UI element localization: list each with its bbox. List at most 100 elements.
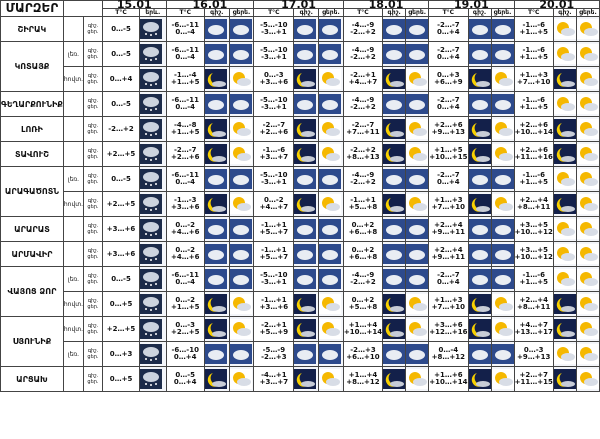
temperature-cell: 0…-5	[101, 266, 141, 292]
weather-icon-cell	[490, 66, 515, 92]
cloud-icon	[491, 344, 514, 364]
weather-icon-cell	[318, 366, 344, 392]
temperature-cell: -2…+2 +8…+13	[342, 141, 384, 167]
cloud-icon	[468, 169, 491, 189]
weather-icon-cell	[467, 191, 492, 217]
moon-icon	[383, 294, 406, 314]
period-label: գիշ. ցեր.	[83, 116, 103, 142]
weather-icon-cell	[382, 66, 407, 92]
weather-icon-cell	[552, 116, 577, 142]
period-label: գիշ. ցեր.	[83, 191, 103, 217]
weather-icon-cell	[575, 191, 600, 217]
sun-icon	[576, 244, 599, 264]
period-label: գիշ. ցեր.	[83, 316, 103, 342]
weather-icon-cell	[139, 16, 167, 42]
cloud-icon	[204, 344, 227, 364]
weather-icon-cell	[203, 266, 230, 292]
temperature-cell: 0…-2 +1…+5	[165, 291, 205, 317]
temperature-cell: -1…-6 +1…+5	[513, 91, 554, 117]
sun-icon	[406, 319, 429, 339]
sun-icon	[229, 319, 252, 339]
cloud-icon	[468, 44, 491, 64]
period-label: գիշ. ցեր.	[83, 266, 103, 292]
weather-icon-cell	[552, 166, 577, 192]
temperature-cell: +1…+5 +10…+15	[428, 141, 469, 167]
temperature-cell: +1…+4 +8…+12	[342, 366, 384, 392]
period-label: գիշ. ցեր.	[83, 216, 103, 242]
weather-icon-cell	[382, 241, 407, 267]
weather-icon-cell	[228, 216, 255, 242]
weather-icon-cell	[405, 216, 430, 242]
weather-icon-cell	[139, 166, 167, 192]
snow-icon	[140, 219, 163, 239]
temperature-cell: 0…-3 +9…+13	[513, 341, 554, 367]
weather-icon-cell	[139, 116, 167, 142]
sun-icon	[319, 194, 342, 214]
zone-label: լեռ.	[62, 41, 85, 67]
region-name: ԱՐՑԱԽ	[0, 366, 64, 392]
temperature-cell: +2…+6 +9…+13	[428, 116, 469, 142]
weather-icon-cell	[490, 291, 515, 317]
weather-icon-cell	[203, 366, 230, 392]
cloud-icon	[406, 344, 429, 364]
moon-icon	[204, 319, 227, 339]
table-row: ԿՈՏԱՅՔ լեռ. գիշ. ցեր. 0…-5 -6…-11 0…-4 -5…-10 -3…	[0, 41, 600, 92]
weather-icon-cell	[490, 41, 515, 67]
temperature-cell: -1…-6 +1…+5	[513, 16, 554, 42]
cloud-icon	[229, 219, 252, 239]
table-row: ՎԱՅՈՑ ՁՈՐ լեռ. գիշ. ցեր. 0…-5 -6…-11 0…-4 -5…-1…	[0, 266, 600, 317]
weather-icon-cell	[382, 41, 407, 67]
table-row: ԳԵՂԱՐՔՈՒՆԻՔ գիշ. ցեր. 0…-5 -6…-11 0…-4 -5…-10-…	[0, 91, 600, 117]
cloud-icon	[204, 19, 227, 39]
weather-icon-cell	[318, 116, 344, 142]
sun-icon	[576, 344, 599, 364]
sun-icon	[229, 194, 252, 214]
sun-icon	[553, 244, 576, 264]
weather-icon-cell	[318, 191, 344, 217]
snow-icon	[140, 19, 163, 39]
temperature-cell: -4…-8 +1…+5	[165, 116, 205, 142]
weather-icon-cell	[552, 291, 577, 317]
date-20.01: 20.01	[513, 0, 600, 10]
weather-icon-cell	[575, 266, 600, 292]
weather-icon-cell	[405, 266, 430, 292]
sun-icon	[553, 344, 576, 364]
moon-icon	[204, 194, 227, 214]
cloud-icon	[383, 94, 406, 114]
forecast-table: ՄԱՐԶԵՐ 15.01 16.01 17.01 18.01 19.01 20.01 T°C ե…	[0, 0, 600, 392]
weather-icon-cell	[490, 241, 515, 267]
weather-icon-cell	[467, 141, 492, 167]
weather-icon-cell	[552, 191, 577, 217]
temperature-cell: +2…+7 +11…+15	[513, 366, 554, 392]
temperature-cell: 0…-2 +4…+7	[253, 191, 295, 217]
region-name: ՍՅՈՒՆԻՔ	[0, 316, 64, 367]
temperature-cell: -1…-6 +3…+7	[253, 141, 295, 167]
weather-icon-cell	[575, 216, 600, 242]
region-name: ՎԱՅՈՑ ՁՈՐ	[0, 266, 64, 317]
weather-icon-cell	[203, 291, 230, 317]
weather-icon-cell	[318, 316, 344, 342]
cloud-icon	[229, 269, 252, 289]
weather-icon-cell	[318, 266, 344, 292]
weather-icon-cell	[293, 191, 320, 217]
period-label: գիշ. ցեր.	[83, 166, 103, 192]
moon-icon	[468, 69, 491, 89]
sun-icon	[553, 219, 576, 239]
moon-icon	[204, 369, 227, 389]
temperature-cell: -2…-7 +7…+11	[342, 116, 384, 142]
period-label: գիշ. ցեր.	[83, 241, 103, 267]
sky-day-header: ցերե.	[405, 8, 430, 17]
weather-icon-cell	[203, 166, 230, 192]
weather-icon-cell	[467, 366, 492, 392]
sun-icon	[576, 369, 599, 389]
weather-icon-cell	[490, 266, 515, 292]
weather-icon-cell	[228, 241, 255, 267]
table-row: հովտ. գիշ. ցեր. 0…+5 0…-2 +1…+5 -1…+1 +3…+6 0…+2…	[1, 291, 600, 317]
weather-icon-cell	[228, 141, 255, 167]
temperature-cell: -1…-3 +3…+6	[165, 191, 205, 217]
temperature-cell: -4…-9 -2…+2	[342, 266, 384, 292]
moon-icon	[468, 119, 491, 139]
cloud-icon	[204, 244, 227, 264]
temperature-cell: -1…-6 +1…+5	[513, 166, 554, 192]
table-row: ԱՐՄԱՎԻՐ գիշ. ցեր. +3…+6 0…-2 +4…+6 -1…+1 +5…+7 0…	[0, 241, 600, 267]
